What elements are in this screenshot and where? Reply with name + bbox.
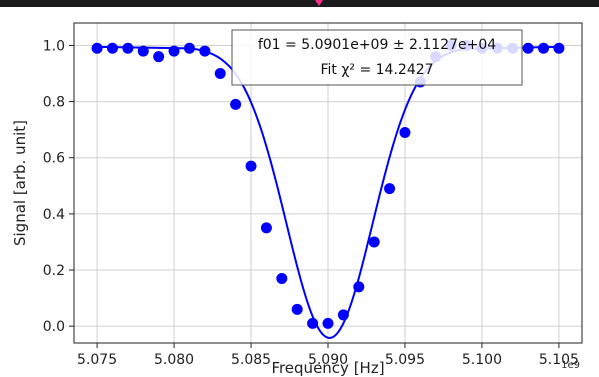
fit-result-annotation: f01 = 5.0901e+09 ± 2.1127e+04 Fit χ² = 1…	[231, 29, 523, 86]
x-tick-label: 5.095	[385, 352, 425, 368]
tab-marker-icon	[315, 0, 323, 6]
grid-lines	[74, 23, 582, 343]
data-point	[137, 45, 149, 57]
window-top-bar	[0, 0, 599, 7]
data-point	[538, 42, 550, 54]
data-point	[91, 42, 103, 54]
annotation-chi2-text: Fit χ² = 14.2427	[320, 62, 433, 78]
data-point	[230, 98, 242, 110]
x-axis-exponent-label: 1e9	[561, 360, 580, 371]
data-point	[122, 42, 134, 54]
data-point	[353, 281, 365, 293]
data-point	[106, 42, 118, 54]
data-point	[199, 45, 211, 57]
data-point	[276, 272, 288, 284]
data-point	[522, 42, 534, 54]
x-tick-label: 5.105	[539, 352, 579, 368]
data-point	[307, 317, 319, 329]
x-tick-label: 5.085	[231, 352, 271, 368]
x-axis-label: Frequency [Hz]	[271, 359, 384, 377]
data-point	[337, 309, 349, 321]
annotation-box	[231, 29, 523, 86]
annotation-frequency-text: f01 = 5.0901e+09 ± 2.1127e+04	[258, 37, 496, 53]
data-point	[214, 68, 226, 80]
y-tick-label: 0.0	[43, 319, 65, 335]
axis-ticks: 5.075 5.080 5.085 5.090 5.095 5.100 5.105 0.0 0.…	[43, 38, 579, 368]
data-point	[399, 126, 411, 138]
data-point	[553, 42, 565, 54]
data-point	[245, 160, 257, 172]
y-tick-label: 0.4	[43, 207, 65, 223]
x-tick-label: 5.075	[77, 352, 117, 368]
data-point	[368, 236, 380, 248]
y-tick-label: 1.0	[43, 38, 65, 54]
x-tick-label: 5.080	[154, 352, 194, 368]
y-axis-label: Signal [arb. unit]	[11, 120, 29, 246]
data-point	[168, 45, 180, 57]
y-tick-label: 0.6	[43, 151, 65, 167]
y-tick-label: 0.8	[43, 95, 65, 111]
data-point	[384, 183, 396, 195]
data-point	[153, 51, 165, 63]
data-point	[260, 222, 272, 234]
data-point	[322, 317, 334, 329]
data-point	[183, 42, 195, 54]
data-point	[291, 303, 303, 315]
x-tick-label: 5.100	[462, 352, 502, 368]
x-tick-label: 5.090	[308, 352, 348, 368]
y-tick-label: 0.2	[43, 263, 65, 279]
